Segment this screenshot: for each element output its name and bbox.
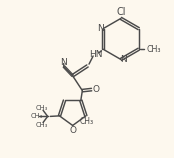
Text: HN: HN: [89, 50, 102, 59]
Text: CH₃: CH₃: [30, 113, 43, 119]
Text: CH₃: CH₃: [36, 105, 48, 111]
Text: CH₃: CH₃: [146, 45, 161, 54]
Text: N: N: [60, 58, 67, 67]
Text: N: N: [120, 55, 127, 64]
Text: CH₃: CH₃: [36, 122, 48, 128]
Text: Cl: Cl: [116, 7, 126, 17]
Text: O: O: [92, 85, 99, 94]
Text: CH₃: CH₃: [80, 117, 94, 126]
Text: N: N: [97, 24, 104, 33]
Text: O: O: [69, 126, 76, 135]
